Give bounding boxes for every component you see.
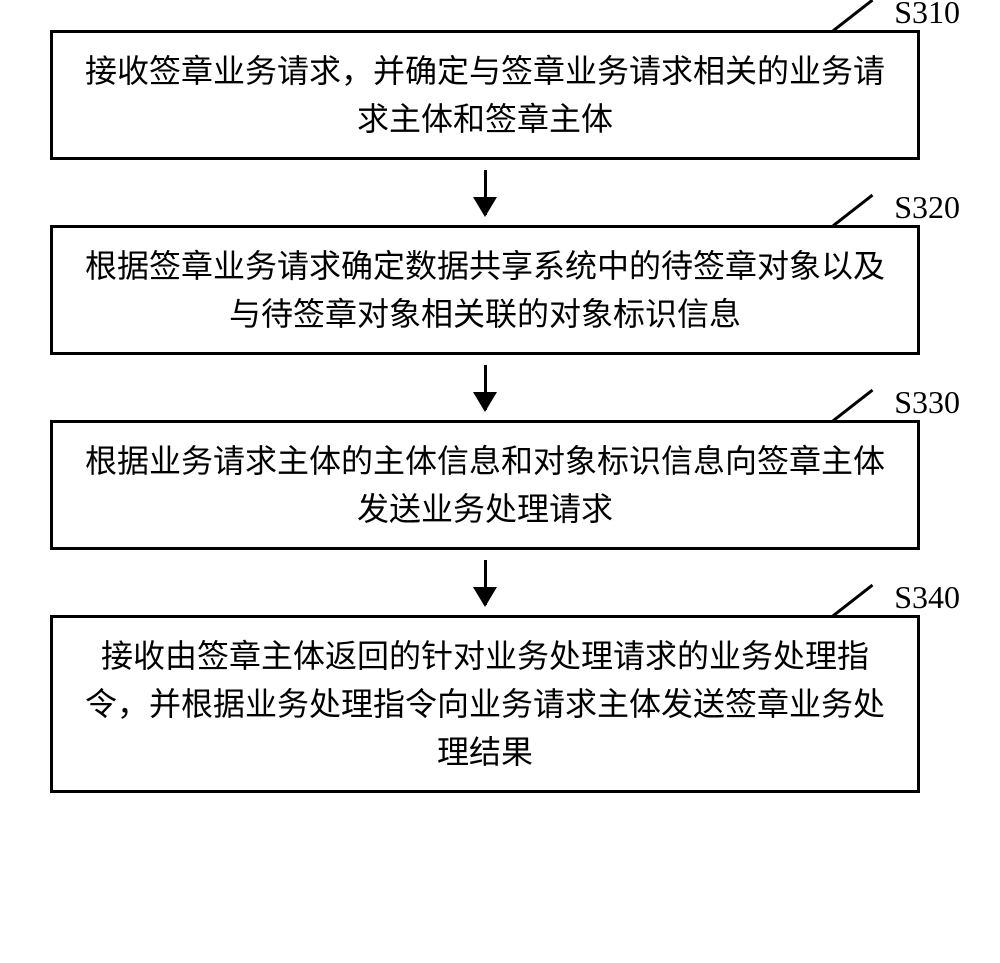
step-s330-label: S330 [840,384,960,421]
step-label-text: S330 [894,384,960,421]
step-s330-container: S330 根据业务请求主体的主体信息和对象标识信息向签章主体发送业务处理请求 [50,420,950,550]
step-s340-label: S340 [840,579,960,616]
step-s340-text: 接收由签章主体返回的针对业务处理请求的业务处理指令，并根据业务处理指令向业务请求… [85,638,885,770]
arrow-1-container [50,160,920,225]
step-label-text: S340 [894,579,960,616]
step-s310-text: 接收签章业务请求，并确定与签章业务请求相关的业务请求主体和签章主体 [85,53,885,137]
step-s320-label: S320 [840,189,960,226]
step-label-text: S310 [894,0,960,31]
arrow-down-icon [484,365,487,410]
arrow-3-container [50,550,920,615]
step-s310-box: 接收签章业务请求，并确定与签章业务请求相关的业务请求主体和签章主体 [50,30,920,160]
step-s310-label: S310 [840,0,960,31]
step-s310-container: S310 接收签章业务请求，并确定与签章业务请求相关的业务请求主体和签章主体 [50,30,950,160]
arrow-down-icon [484,560,487,605]
step-s340-box: 接收由签章主体返回的针对业务处理请求的业务处理指令，并根据业务处理指令向业务请求… [50,615,920,793]
step-s320-container: S320 根据签章业务请求确定数据共享系统中的待签章对象以及与待签章对象相关联的… [50,225,950,355]
step-s340-container: S340 接收由签章主体返回的针对业务处理请求的业务处理指令，并根据业务处理指令… [50,615,950,793]
label-connector-line [832,0,873,32]
step-s330-text: 根据业务请求主体的主体信息和对象标识信息向签章主体发送业务处理请求 [85,443,885,527]
step-s330-box: 根据业务请求主体的主体信息和对象标识信息向签章主体发送业务处理请求 [50,420,920,550]
arrow-2-container [50,355,920,420]
arrow-down-icon [484,170,487,215]
step-s320-text: 根据签章业务请求确定数据共享系统中的待签章对象以及与待签章对象相关联的对象标识信… [85,248,885,332]
flowchart-container: S310 接收签章业务请求，并确定与签章业务请求相关的业务请求主体和签章主体 S… [50,30,950,793]
step-s320-box: 根据签章业务请求确定数据共享系统中的待签章对象以及与待签章对象相关联的对象标识信… [50,225,920,355]
step-label-text: S320 [894,189,960,226]
